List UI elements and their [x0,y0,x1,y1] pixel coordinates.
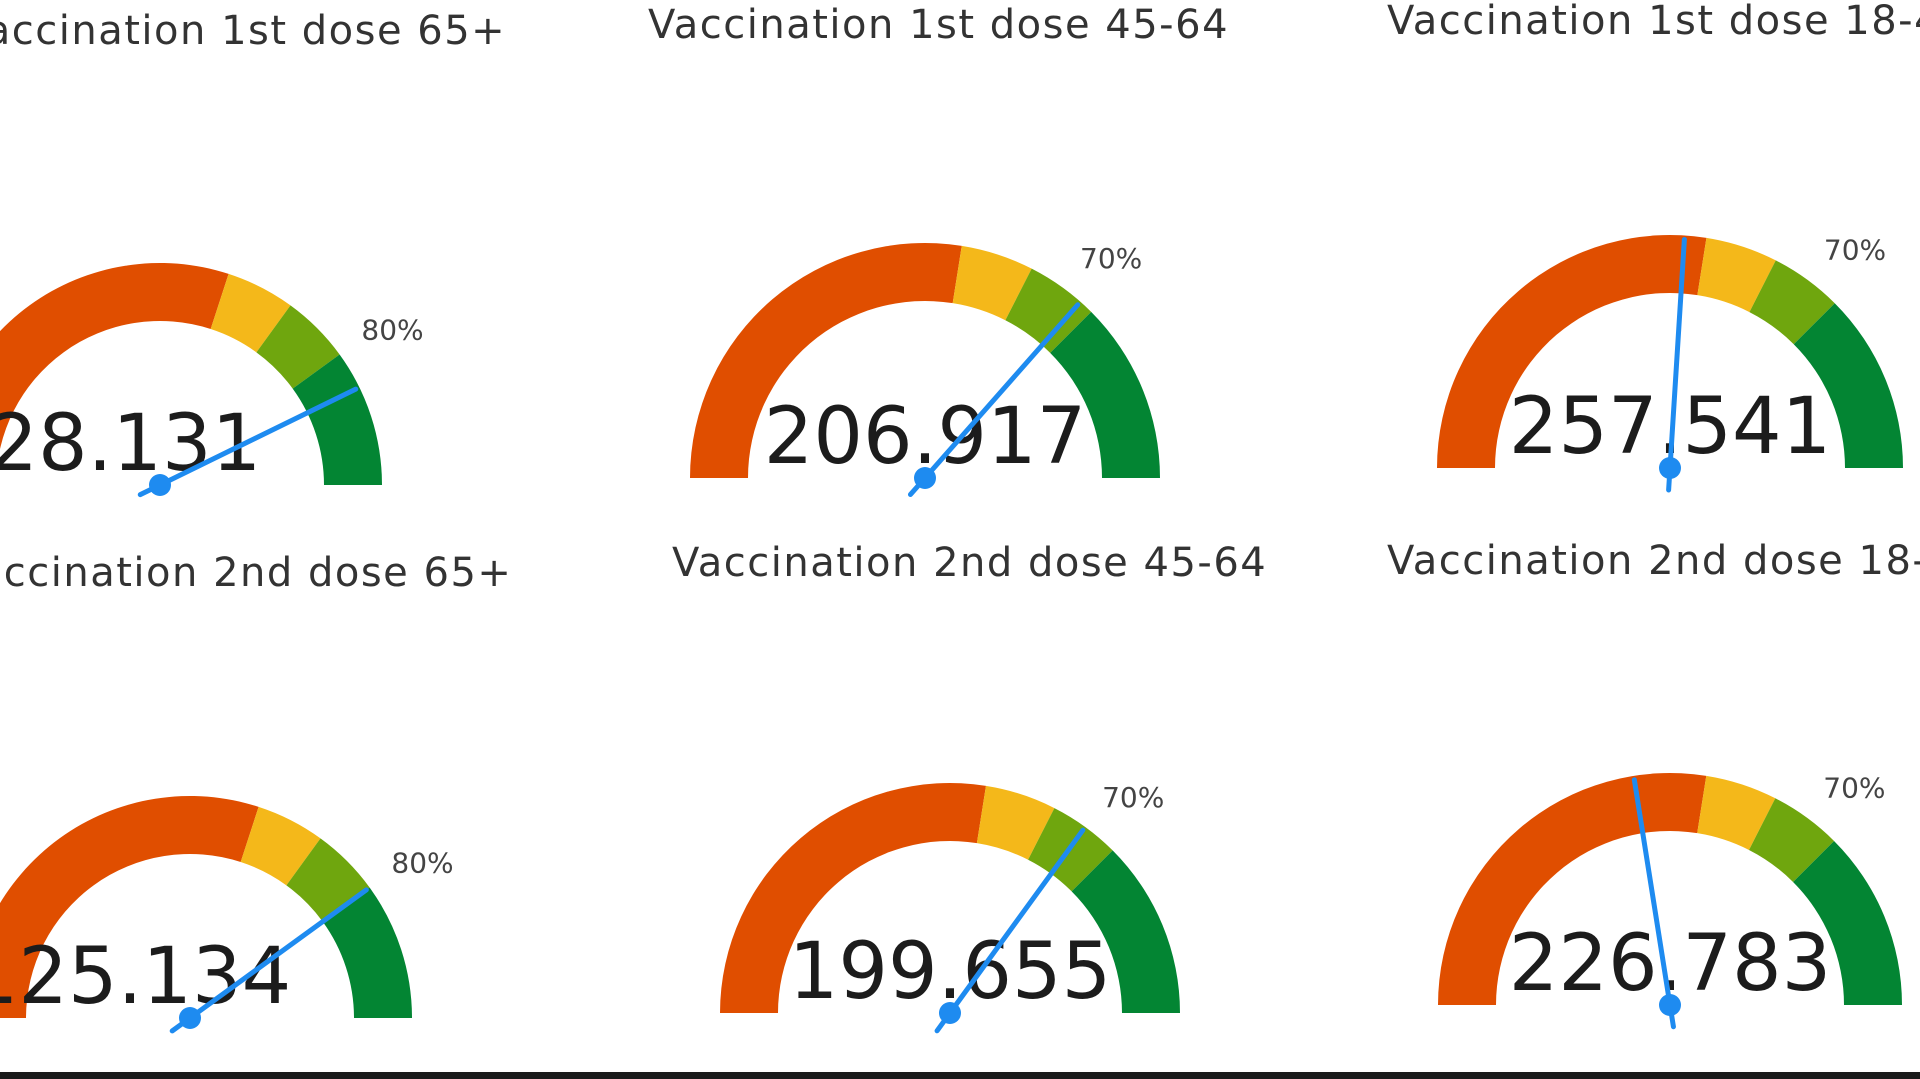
gauge-band-red [0,796,259,1018]
gauge-card[interactable]: Vaccination 1st dose 65+ 80% 128.131 [0,0,580,530]
gauge-title: Vaccination 2nd dose 45-64 [672,540,1268,586]
gauge-target-label: 80% [361,314,423,347]
gauge-title: Vaccination 1st dose 45-64 [648,2,1230,48]
gauge-needle [187,887,369,1021]
gauge-value-label: 128.131 [0,399,261,489]
gauge-band-green [1793,303,1903,468]
gauge-band-yellow [210,273,291,353]
gauge-band-green [322,887,412,1018]
gauge-band-green [1050,311,1160,478]
gauge-title: Vaccination 1st dose 18-44 [1387,0,1920,44]
gauge-band-green [1793,840,1902,1005]
gauge-target-label: 70% [1824,234,1886,267]
gauge-needle-hub [149,474,171,496]
gauge-band-red [0,263,229,450]
gauge-needle [922,302,1081,481]
gauge-band-yellow [1697,775,1776,850]
gauge-band-red [720,783,986,1013]
gauge-needle-hub [1659,994,1681,1016]
gauge-band-red [1437,234,1707,468]
gauge-svg: 70%257.541 [1437,234,1903,493]
gauge-svg: 80%125.134 [0,796,454,1034]
gauge-band-yellow [952,245,1032,321]
gauge-needle [947,827,1086,1016]
gauge-band-lightgreen [1749,260,1835,345]
bottom-border [0,1072,1920,1079]
gauge-title: Vaccination 2nd dose 65+ [0,550,513,596]
gauge-title: Vaccination 1st dose 65+ [0,8,507,54]
gauge-band-red [1438,773,1707,1005]
gauge-band-green [292,354,382,485]
gauge-needle-hub [179,1007,201,1029]
gauge-card[interactable]: Vaccination 1st dose 45-64 70% 206.917 [620,0,1240,530]
gauge-card[interactable]: Vaccination 2nd dose 18-44 70%226.783 [1365,538,1920,1070]
gauge-svg: 70%206.917 [690,242,1160,498]
gauge-title: Vaccination 2nd dose 18-44 [1387,538,1920,584]
gauge-target-label: 70% [1080,242,1142,275]
gauge-svg: 80% 128.131 [0,263,424,498]
gauge-band-lightgreen [256,305,340,389]
gauge-band-yellow [976,785,1055,860]
gauge-needle-hub [914,467,936,489]
gauge-band-lightgreen [1005,268,1092,353]
gauge-band-red [690,243,962,478]
gauge-needle [157,386,359,488]
gauge-card[interactable]: Vaccination 2nd dose 65+ 80% 125.134 [0,540,580,1070]
gauge-band-green [1071,850,1180,1013]
gauge-needle-hub [1659,457,1681,479]
gauge-band-yellow [1697,237,1776,313]
gauge-svg: 70%226.783 [1438,772,1902,1030]
gauge-band-lightgreen [1748,798,1835,882]
gauge-card[interactable]: Vaccination 2nd dose 45-64 70% 199.655 [650,540,1270,1070]
gauge-target-label: 80% [391,847,453,880]
gauge-target-label: 70% [1102,781,1164,814]
gauge-needle [1631,777,1673,1008]
gauge-needle-hub [939,1002,961,1024]
gauge-band-yellow [240,806,321,886]
gauge-target-label: 70% [1823,772,1885,805]
gauge-svg: 70%199.655 [720,781,1180,1034]
gauge-card[interactable]: Vaccination 1st dose 18-44 70% 257.541 [1365,0,1920,530]
gauge-needle [1667,236,1687,471]
